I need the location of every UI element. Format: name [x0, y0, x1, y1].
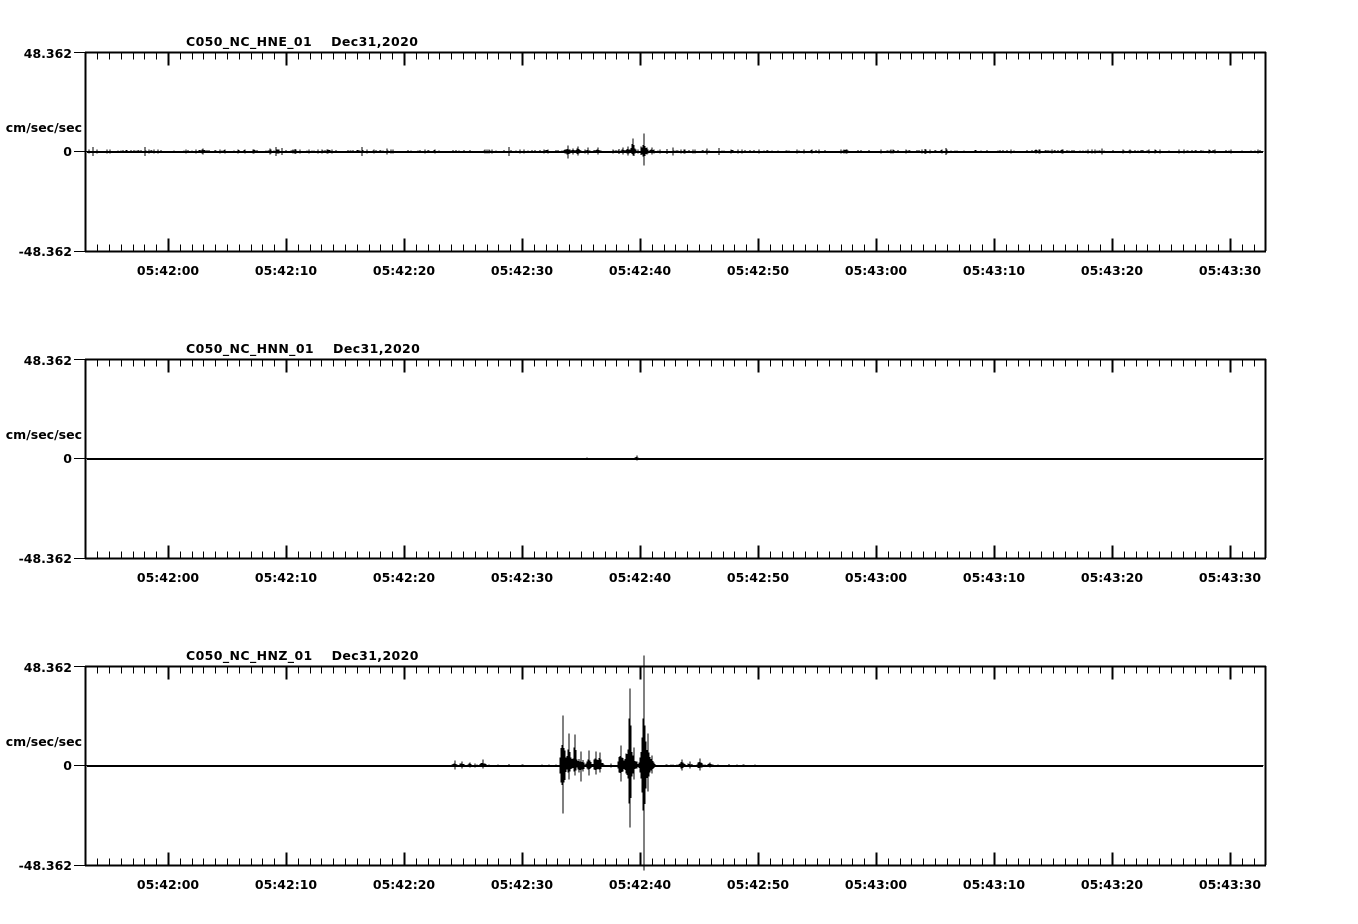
- panel-hne-waveform: [86, 133, 1264, 166]
- x-tick-label: 05:42:50: [726, 570, 790, 585]
- panel-hnz-y-units-label: cm/sec/sec: [5, 734, 82, 749]
- panel-hnn-y-units-label: cm/sec/sec: [5, 427, 82, 442]
- x-tick-label: 05:42:10: [254, 263, 318, 278]
- panel-hne-y-units-label: cm/sec/sec: [5, 120, 82, 135]
- x-tick-label: 05:42:20: [372, 877, 436, 892]
- waveform-event-spikes: [633, 455, 641, 461]
- x-tick-label: 05:43:10: [962, 877, 1026, 892]
- panel-hnn-y-max-label: 48.362: [23, 353, 72, 368]
- x-tick-label: 05:42:10: [254, 877, 318, 892]
- panel-hne-y-min-label: -48.362: [18, 244, 72, 259]
- x-tick-label: 05:42:40: [608, 877, 672, 892]
- waveform-event-spikes: [564, 133, 656, 166]
- panel-hnz-y-zero-label: 0: [63, 758, 72, 773]
- panel-hnn-plot: [74, 358, 1267, 560]
- panel-hnn-waveform: [86, 455, 1264, 461]
- x-tick-label: 05:42:20: [372, 263, 436, 278]
- panel-hne-plot: [74, 51, 1267, 253]
- x-tick-label: 05:43:30: [1198, 263, 1262, 278]
- x-tick-label: 05:42:30: [490, 570, 554, 585]
- waveform-event-spikes: [451, 655, 714, 871]
- panel-hne-y-max-label: 48.362: [23, 46, 72, 61]
- x-tick-label: 05:43:30: [1198, 877, 1262, 892]
- x-tick-label: 05:43:00: [844, 263, 908, 278]
- x-tick-label: 05:42:20: [372, 570, 436, 585]
- panel-hne-title: C050_NC_HNE_01 Dec31,2020: [186, 34, 419, 49]
- panel-hnz-y-max-label: 48.362: [23, 660, 72, 675]
- x-tick-label: 05:42:50: [726, 263, 790, 278]
- x-tick-label: 05:42:10: [254, 570, 318, 585]
- panel-hnz-waveform: [86, 655, 1264, 871]
- x-tick-label: 05:42:00: [136, 263, 200, 278]
- panel-hnn-y-min-label: -48.362: [18, 551, 72, 566]
- x-tick-label: 05:43:00: [844, 877, 908, 892]
- panel-hne-ticks: [96, 52, 1267, 252]
- panel-hnn-ticks: [96, 359, 1267, 559]
- x-tick-label: 05:43:10: [962, 263, 1026, 278]
- x-tick-label: 05:43:20: [1080, 263, 1144, 278]
- x-tick-label: 05:42:30: [490, 263, 554, 278]
- panel-hnz-title: C050_NC_HNZ_01 Dec31,2020: [186, 648, 419, 663]
- x-tick-label: 05:43:30: [1198, 570, 1262, 585]
- panel-hne-y-zero-label: 0: [63, 144, 72, 159]
- x-tick-label: 05:43:20: [1080, 570, 1144, 585]
- x-tick-label: 05:42:40: [608, 570, 672, 585]
- x-tick-label: 05:43:10: [962, 570, 1026, 585]
- panel-hnn-title: C050_NC_HNN_01 Dec31,2020: [186, 341, 421, 356]
- panel-hnz-y-min-label: -48.362: [18, 858, 72, 873]
- x-tick-label: 05:42:40: [608, 263, 672, 278]
- x-tick-label: 05:42:30: [490, 877, 554, 892]
- x-tick-label: 05:42:50: [726, 877, 790, 892]
- x-tick-label: 05:42:00: [136, 877, 200, 892]
- x-tick-label: 05:42:00: [136, 570, 200, 585]
- x-tick-label: 05:43:00: [844, 570, 908, 585]
- panel-hnz-ticks: [96, 666, 1267, 866]
- panel-hnn-y-zero-label: 0: [63, 451, 72, 466]
- x-tick-label: 05:43:20: [1080, 877, 1144, 892]
